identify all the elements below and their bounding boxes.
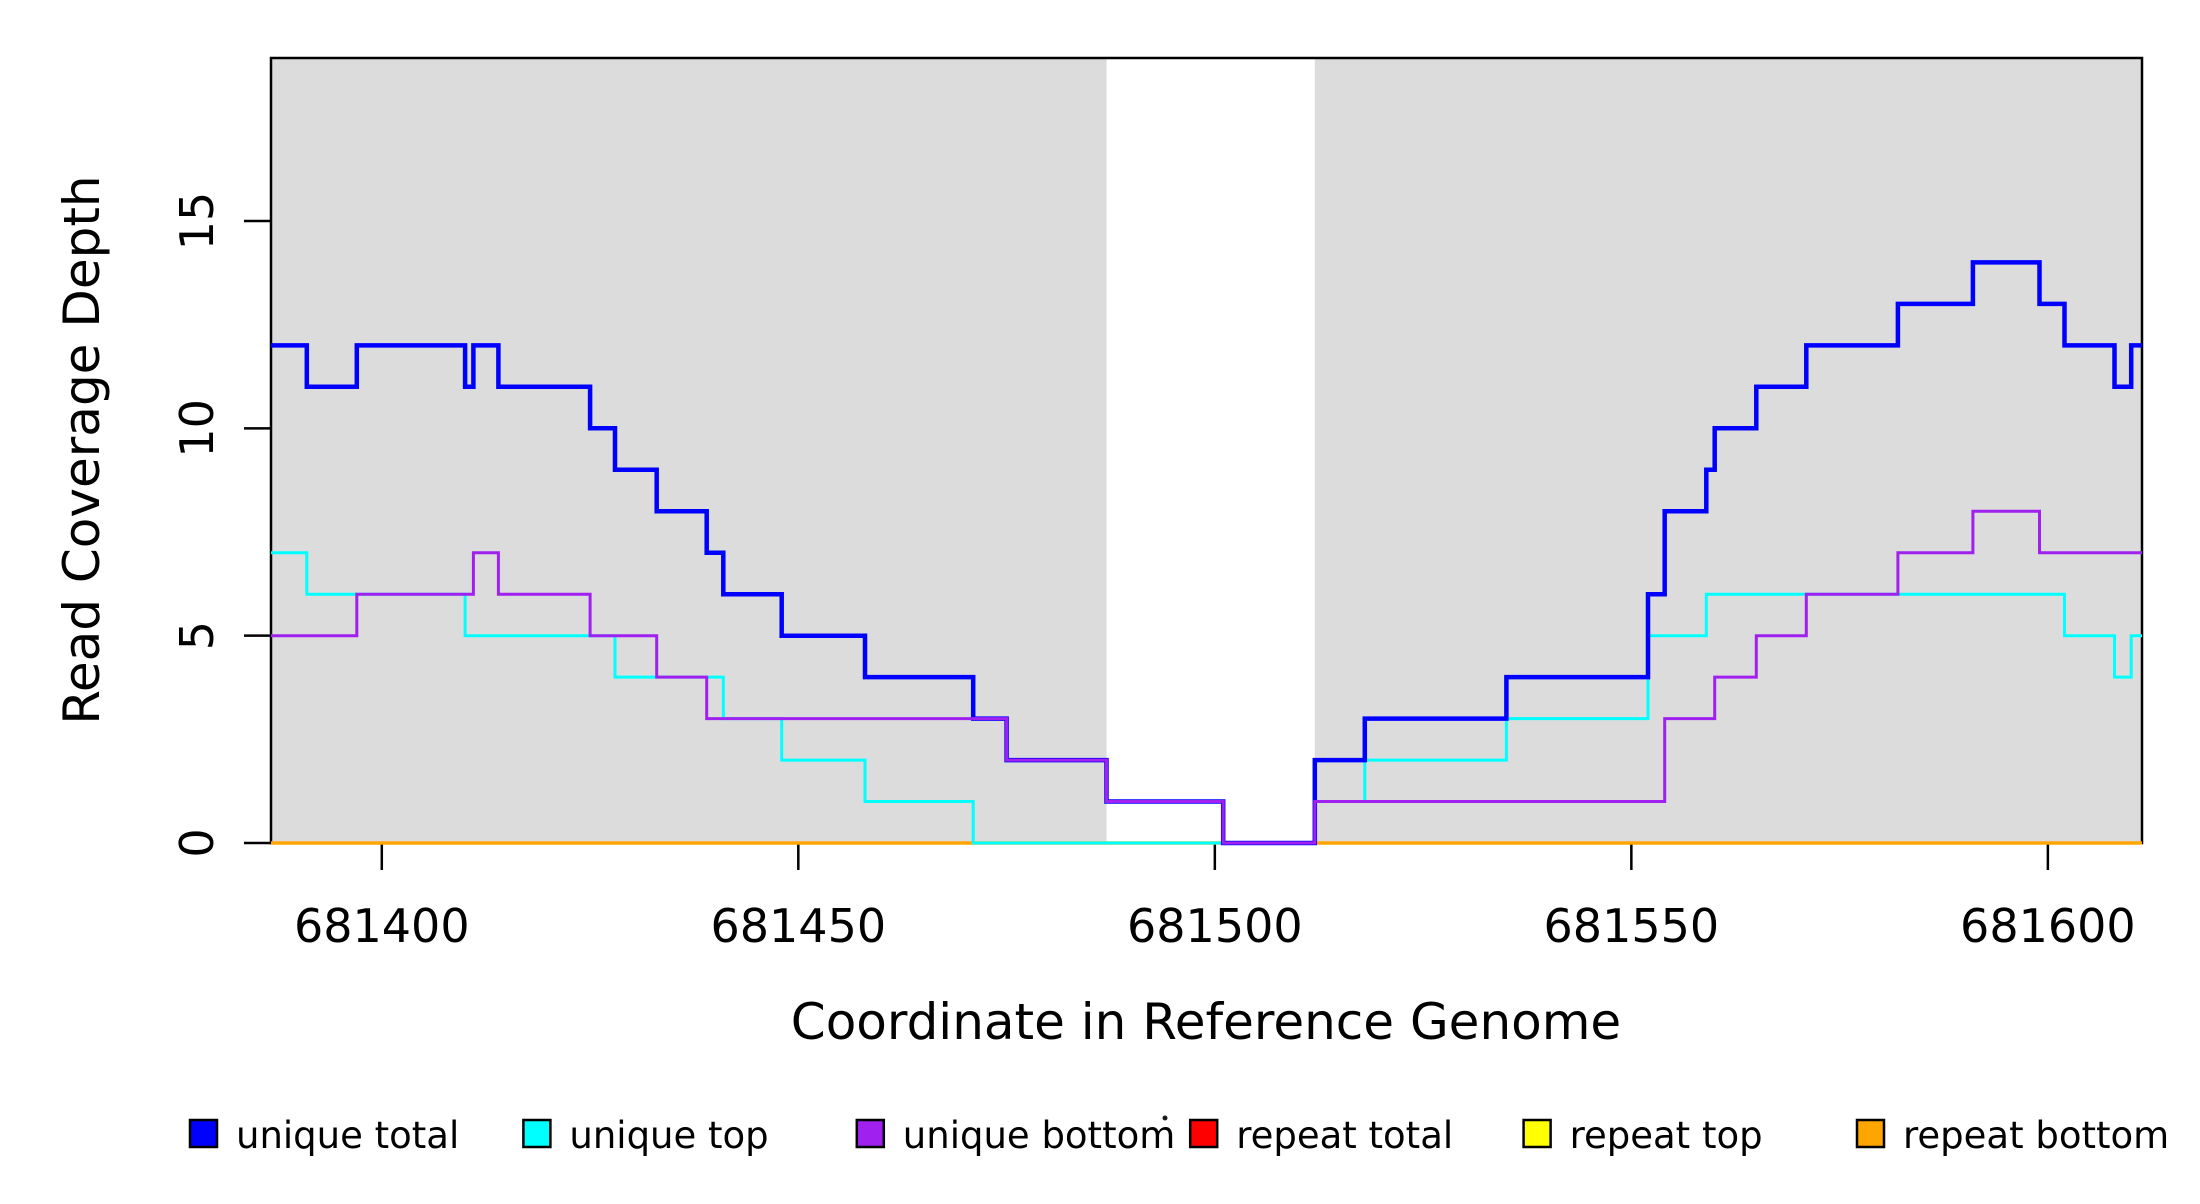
legend-label: unique bottom — [903, 1114, 1175, 1157]
y-tick-label: 15 — [170, 192, 224, 251]
x-tick-label: 681500 — [1127, 899, 1303, 953]
stray-dot-artifact — [1162, 1115, 1168, 1121]
legend-label: repeat top — [1570, 1114, 1763, 1157]
legend-swatch-unique-top — [522, 1118, 552, 1149]
legend-item-repeat-bottom: repeat bottom — [1855, 1114, 2169, 1157]
x-tick-label: 681450 — [711, 899, 887, 953]
legend-item-unique-bottom: unique bottom — [855, 1114, 1175, 1157]
coverage-series-layer — [271, 260, 2142, 846]
legend-item-unique-top: unique top — [522, 1114, 769, 1157]
shaded-regions-layer — [271, 58, 2142, 843]
y-tick-label: 10 — [170, 399, 224, 458]
right-gray-region — [1314, 58, 2142, 843]
legend-label: repeat bottom — [1903, 1114, 2169, 1157]
legend-swatch-unique-bottom — [855, 1118, 886, 1149]
series-line-unique-bottom — [271, 509, 2142, 845]
legend-swatch-repeat-total — [1188, 1118, 1219, 1149]
legend-label: unique top — [569, 1114, 768, 1157]
legend: unique total unique top unique bottom repea… — [188, 1114, 2169, 1157]
legend-swatch-repeat-bottom — [1855, 1118, 1886, 1149]
x-axis-ticks: 681400 681450 681500 681550 681600 — [294, 843, 2136, 953]
y-axis-ticks: 0 5 10 15 — [170, 192, 271, 858]
legend-label: repeat total — [1236, 1114, 1453, 1157]
y-tick-label: 5 — [170, 621, 224, 650]
y-axis-title: Read Coverage Depth — [53, 175, 111, 724]
y-tick-label: 0 — [170, 828, 224, 857]
legend-label: unique total — [236, 1114, 459, 1157]
x-tick-label: 681400 — [294, 899, 470, 953]
legend-item-repeat-top: repeat top — [1522, 1114, 1763, 1157]
x-tick-label: 681550 — [1544, 899, 1720, 953]
legend-swatch-repeat-top — [1522, 1118, 1552, 1149]
legend-item-repeat-total: repeat total — [1188, 1114, 1453, 1157]
left-gray-region — [271, 58, 1107, 843]
legend-swatch-unique-total — [188, 1118, 219, 1149]
x-axis-title: Coordinate in Reference Genome — [791, 993, 1621, 1051]
x-tick-label: 681600 — [1960, 899, 2136, 953]
legend-item-unique-total: unique total — [188, 1114, 459, 1157]
